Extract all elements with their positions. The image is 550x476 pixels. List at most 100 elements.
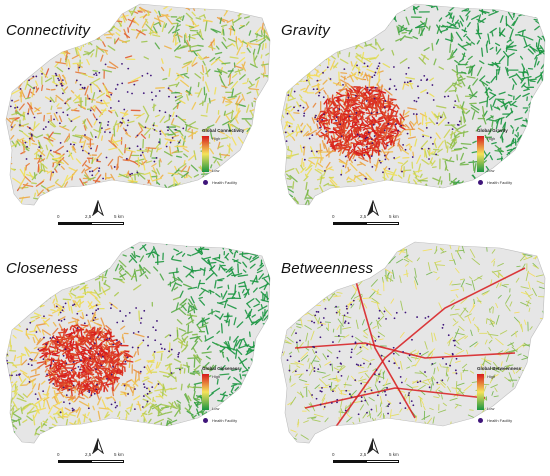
- health-facility-marker: [9, 105, 12, 108]
- health-facility-marker: [116, 321, 119, 324]
- health-facility-marker: [179, 368, 181, 371]
- health-facility-marker: [89, 347, 92, 350]
- health-facility-marker: [79, 368, 82, 371]
- health-facility-marker: [10, 126, 13, 128]
- health-facility-marker: [317, 311, 320, 313]
- health-facility-marker: [397, 129, 400, 132]
- health-facility-marker: [322, 71, 324, 74]
- health-facility-marker: [377, 335, 380, 338]
- health-facility-marker: [148, 390, 151, 393]
- scale-tick-0: 0: [332, 214, 335, 219]
- health-facility-marker: [383, 154, 386, 157]
- health-facility-marker: [348, 393, 351, 396]
- health-facility-marker: [335, 119, 337, 122]
- health-facility-marker: [117, 100, 120, 103]
- health-facility-marker: [109, 131, 111, 134]
- health-facility-marker: [318, 91, 321, 94]
- health-facility-marker: [410, 400, 413, 402]
- health-facility-marker: [120, 342, 123, 345]
- health-facility-marker: [30, 134, 33, 137]
- scale-segment-dark: [333, 460, 366, 463]
- health-facility-marker: [175, 115, 178, 117]
- health-facility-marker: [382, 171, 384, 174]
- scale-tick-mid: 2,5: [360, 214, 367, 219]
- health-facility-marker: [443, 95, 446, 98]
- health-facility-marker: [420, 79, 423, 82]
- health-facility-marker: [123, 384, 126, 387]
- health-facility-marker: [350, 396, 353, 398]
- health-facility-marker: [33, 116, 36, 119]
- health-facility-marker: [332, 390, 334, 393]
- health-facility-marker: [281, 367, 283, 369]
- health-facility-marker: [348, 115, 351, 118]
- legend-high-label: High: [212, 136, 221, 141]
- health-facility-marker: [15, 374, 18, 377]
- health-facility-marker: [48, 379, 50, 381]
- map-legend: Global Gravity High Low Health Facility: [477, 128, 547, 185]
- health-facility-marker: [127, 393, 129, 395]
- health-facility-marker: [332, 341, 334, 343]
- health-facility-marker: [68, 402, 71, 405]
- health-facility-marker: [358, 71, 361, 74]
- health-facility-marker: [59, 311, 62, 314]
- health-facility-marker: [284, 131, 287, 134]
- health-facility-marker: [412, 113, 415, 115]
- health-facility-marker: [95, 368, 97, 370]
- health-facility-marker: [55, 74, 58, 77]
- health-facility-marker: [146, 387, 148, 390]
- health-facility-marker: [365, 145, 368, 148]
- health-facility-marker: [142, 395, 145, 397]
- health-facility-marker: [88, 391, 91, 394]
- health-facility-marker: [61, 309, 64, 312]
- health-facility-marker: [156, 320, 158, 322]
- health-facility-marker: [49, 337, 52, 339]
- health-facility-marker: [421, 147, 423, 150]
- health-facility-marker: [455, 372, 458, 375]
- health-facility-marker: [73, 303, 76, 306]
- health-facility-marker: [287, 94, 290, 97]
- health-facility-marker: [299, 104, 302, 107]
- health-facility-marker: [97, 336, 99, 339]
- health-facility-marker: [123, 108, 126, 111]
- health-facility-marker: [56, 341, 59, 343]
- health-facility-marker: [447, 334, 450, 337]
- health-facility-marker: [335, 311, 338, 314]
- health-facility-marker: [6, 362, 9, 365]
- health-facility-marker: [335, 305, 337, 308]
- health-facility-marker: [160, 347, 163, 350]
- health-facility-marker: [305, 79, 308, 82]
- health-facility-marker: [8, 374, 11, 377]
- legend-title: Global Connectivity: [202, 128, 245, 133]
- health-facility-marker: [110, 307, 112, 310]
- scale-tick-mid: 2,5: [360, 452, 367, 457]
- health-facility-marker: [401, 170, 403, 173]
- health-facility-marker: [378, 150, 381, 152]
- health-facility-marker: [87, 407, 90, 410]
- health-facility-marker: [315, 351, 318, 354]
- health-facility-marker: [55, 305, 58, 308]
- health-facility-marker: [95, 309, 98, 312]
- health-facility-marker: [149, 74, 152, 77]
- health-facility-marker: [155, 156, 158, 159]
- health-facility-marker: [121, 117, 124, 120]
- health-facility-marker: [177, 355, 180, 358]
- health-facility-marker: [451, 352, 454, 355]
- health-facility-marker: [313, 370, 316, 373]
- health-facility-marker: [404, 148, 407, 151]
- health-facility-marker: [322, 96, 325, 99]
- health-facility-marker: [79, 83, 82, 86]
- health-facility-marker: [136, 171, 139, 174]
- health-facility-marker: [36, 398, 39, 400]
- health-facility-marker: [378, 159, 381, 162]
- health-facility-marker: [338, 108, 341, 110]
- health-facility-marker: [447, 121, 450, 124]
- health-facility-marker: [35, 331, 38, 333]
- health-facility-marker: [393, 317, 396, 320]
- health-facility-marker: [374, 86, 377, 89]
- health-facility-marker: [303, 158, 306, 161]
- health-facility-marker: [344, 320, 347, 323]
- health-facility-marker: [326, 66, 329, 69]
- health-facility-marker: [83, 87, 86, 90]
- health-facility-marker: [72, 384, 75, 387]
- health-facility-marker: [411, 156, 414, 158]
